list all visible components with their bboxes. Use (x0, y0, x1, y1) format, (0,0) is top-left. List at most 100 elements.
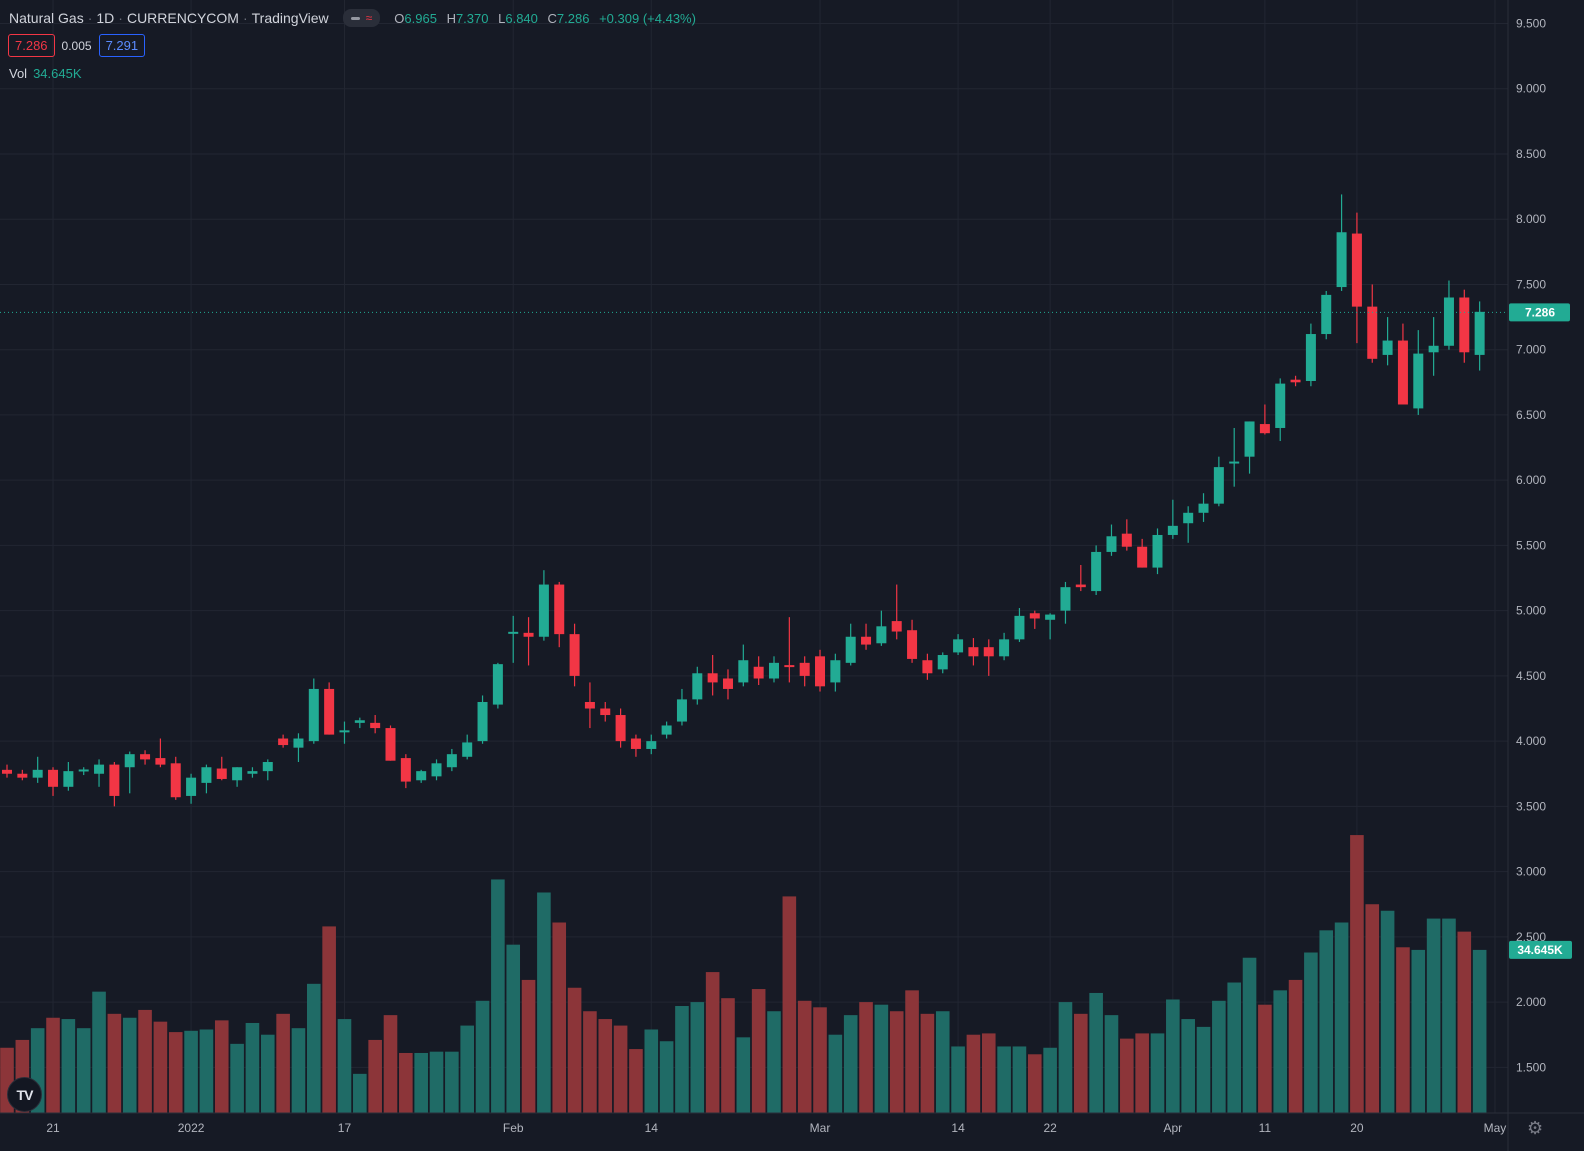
tradingview-logo-icon[interactable]: TV (7, 1077, 42, 1112)
candle-body (1152, 534, 1163, 568)
symbol-legend[interactable]: Natural Gas · 1D · CURRENCYCOM · Trading… (9, 9, 702, 27)
candle-body (293, 738, 304, 748)
candle-body (170, 763, 181, 798)
candle-body (999, 639, 1010, 657)
candle-body (1106, 536, 1117, 552)
volume-bar (1319, 930, 1334, 1113)
last-volume-badge: 34.645K (1509, 940, 1572, 959)
minus-icon[interactable] (350, 16, 360, 20)
time-tick-label: 14 (951, 1121, 965, 1135)
volume-bar (1365, 904, 1380, 1113)
candle-body (308, 688, 319, 742)
candle (48, 767, 59, 796)
candle-body (446, 754, 457, 768)
volume-bar (966, 1034, 981, 1113)
price-axis[interactable]: 9.500 9.000 8.500 8.000 7.500 7.000 6.500 6.000… (1516, 16, 1546, 1074)
candle-body (907, 630, 918, 659)
volume-bar (583, 1011, 597, 1113)
candle-body (400, 758, 411, 782)
candle-body (1137, 546, 1148, 568)
candle (1167, 499, 1178, 539)
candle (968, 638, 979, 666)
candle-body (661, 725, 672, 735)
volume-bar (199, 1029, 214, 1113)
candle-body (1045, 614, 1056, 620)
candle (1259, 404, 1270, 435)
candle (1413, 330, 1424, 415)
time-tick-label: May (1484, 1121, 1507, 1135)
volume-bar (1166, 999, 1180, 1113)
candle-body (1121, 533, 1132, 547)
volume-bar (383, 1015, 398, 1113)
volume-bar (368, 1039, 382, 1113)
volume-bar (184, 1030, 198, 1113)
candle (324, 682, 335, 735)
volume-bar (445, 1051, 459, 1113)
candle (784, 617, 795, 683)
volume-bar (1442, 918, 1456, 1113)
candle (1198, 493, 1209, 522)
candle-body (48, 769, 59, 787)
exchange-label: CURRENCYCOM (126, 10, 239, 26)
candle-body (324, 688, 335, 735)
time-axis[interactable]: 21 2022 17 Feb 14 Mar 14 22 Apr 11 20 May (46, 1121, 1506, 1135)
candle-body (477, 701, 488, 742)
volume-bar (307, 983, 321, 1113)
candle-body (1167, 525, 1178, 535)
legend-separator: · (87, 10, 93, 26)
candle (1229, 427, 1240, 487)
legend-separator: · (118, 10, 123, 26)
candle (769, 656, 779, 683)
volume-bar (475, 1000, 490, 1113)
volume-bar (1288, 979, 1303, 1113)
candle (1290, 375, 1301, 387)
legend-toggle-pill[interactable]: ≈ (342, 9, 381, 27)
gear-icon[interactable]: ⚙ (1527, 1118, 1544, 1138)
candle (1121, 519, 1132, 551)
candle (1305, 323, 1316, 387)
buy-price-button[interactable]: 7.291 (98, 34, 146, 57)
quote-panel: 7.286 0.005 7.291 (8, 34, 146, 57)
interval-label[interactable]: 1D (96, 10, 115, 26)
volume-bar (598, 1019, 613, 1113)
last-price-label: 7.286 (1525, 305, 1555, 319)
candle-body (354, 720, 365, 723)
candle (109, 762, 120, 807)
price-tick-label: 7.500 (1516, 277, 1546, 291)
candle (446, 748, 457, 772)
candle-body (155, 758, 166, 765)
candle (799, 656, 810, 687)
candle-body (1244, 421, 1255, 457)
wave-icon[interactable]: ≈ (365, 11, 373, 25)
volume-bar (1196, 1026, 1211, 1113)
sell-price-button[interactable]: 7.286 (8, 34, 55, 57)
candle-body (538, 584, 549, 637)
candle (753, 656, 764, 686)
candle (1428, 317, 1439, 376)
candle-body (784, 665, 795, 668)
volume-legend[interactable]: Vol 34.645K (9, 66, 82, 81)
candle-body (1014, 615, 1025, 640)
candle-body (1367, 306, 1378, 359)
volume-bar (414, 1052, 428, 1113)
candle (554, 581, 565, 648)
price-tick-label: 8.500 (1516, 147, 1546, 161)
candle (155, 738, 166, 768)
volume-bar (107, 1013, 122, 1113)
candle (247, 767, 258, 778)
volume-bar (322, 926, 336, 1113)
candle (983, 639, 994, 676)
candle-body (339, 730, 350, 733)
candle-body (1397, 340, 1408, 405)
candle (876, 610, 887, 646)
volume-bar (214, 1020, 229, 1113)
candle-body (63, 771, 74, 787)
symbol-name[interactable]: Natural Gas (9, 10, 84, 26)
candle (431, 759, 442, 781)
last-volume-label: 34.645K (1517, 943, 1563, 957)
candle (861, 623, 872, 650)
candle-body (600, 708, 611, 716)
volume-bar (122, 1017, 137, 1113)
candle (1213, 456, 1224, 507)
